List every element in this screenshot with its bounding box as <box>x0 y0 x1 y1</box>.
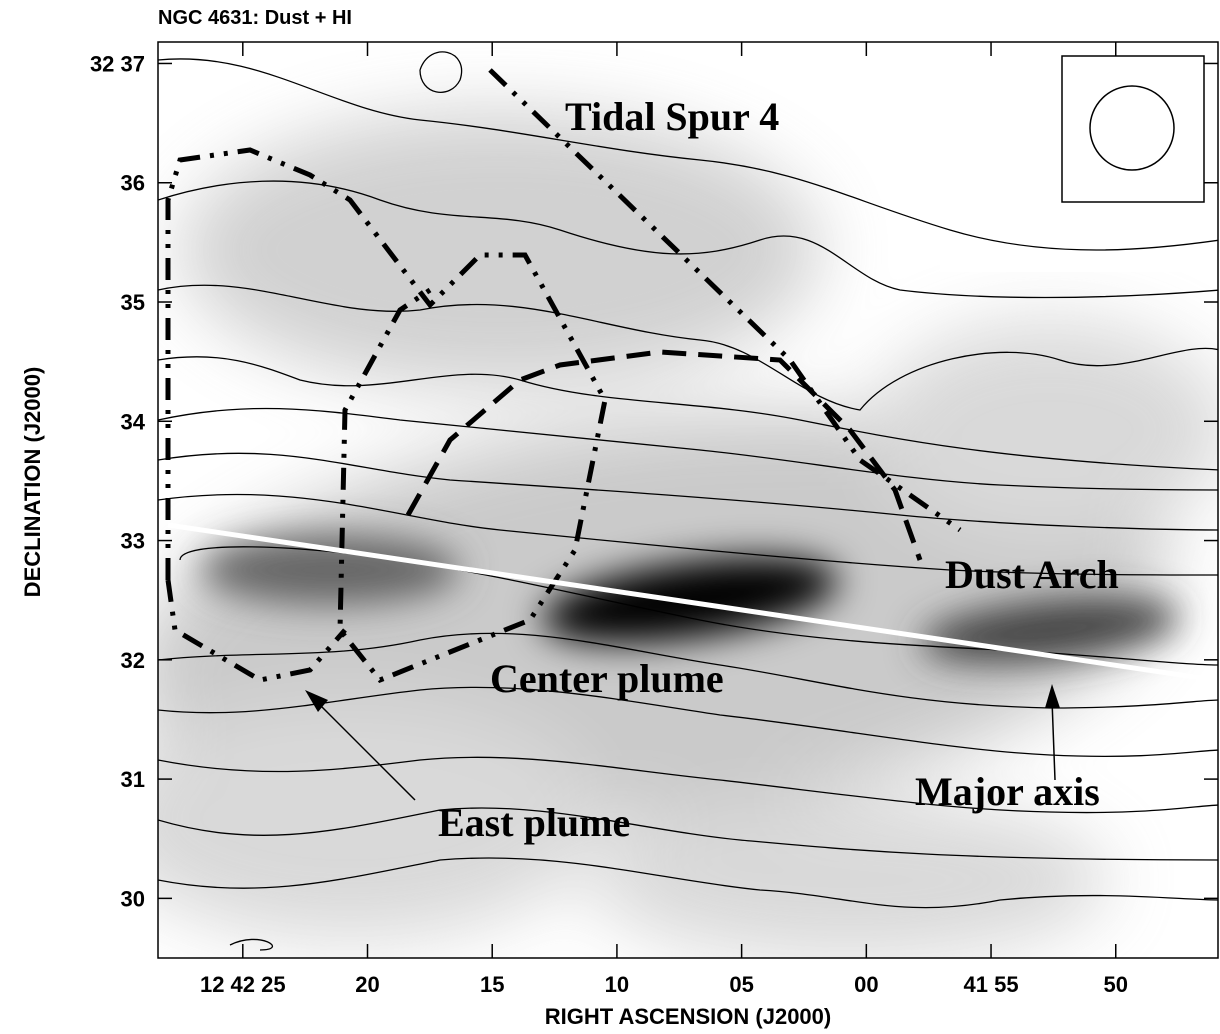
annotation: Center plume <box>490 656 724 701</box>
y-tick-label: 36 <box>121 171 145 196</box>
x-tick-label: 00 <box>854 972 878 997</box>
x-tick-label: 12 42 25 <box>200 972 286 997</box>
y-tick-label: 34 <box>121 409 146 434</box>
annotation: East plume <box>438 800 630 845</box>
y-tick-label: 31 <box>121 767 145 792</box>
chart-title: NGC 4631: Dust + HI <box>158 7 352 29</box>
x-tick-label: 41 55 <box>964 972 1019 997</box>
image <box>158 42 1218 958</box>
y-tick-label: 32 37 <box>90 51 145 76</box>
annotation: Tidal Spur 4 <box>565 94 779 139</box>
y-axis-label: DECLINATION (J2000) <box>20 367 45 598</box>
x-tick-label: 20 <box>355 972 379 997</box>
y-tick-label: 33 <box>121 529 145 554</box>
y-tick-label: 32 <box>121 648 145 673</box>
annotation: Major axis <box>915 769 1100 814</box>
contours <box>158 51 1218 951</box>
annotation: Dust Arch <box>945 552 1119 597</box>
x-tick-label: 50 <box>1103 972 1127 997</box>
plot-frame <box>157 41 1219 959</box>
y-tick-label: 30 <box>121 886 145 911</box>
x-tick-label: 05 <box>729 972 753 997</box>
x-tick-label: 10 <box>605 972 629 997</box>
x-axis-label: RIGHT ASCENSION (J2000) <box>545 1004 831 1029</box>
y-tick-label: 35 <box>121 290 145 315</box>
x-tick-label: 15 <box>480 972 504 997</box>
